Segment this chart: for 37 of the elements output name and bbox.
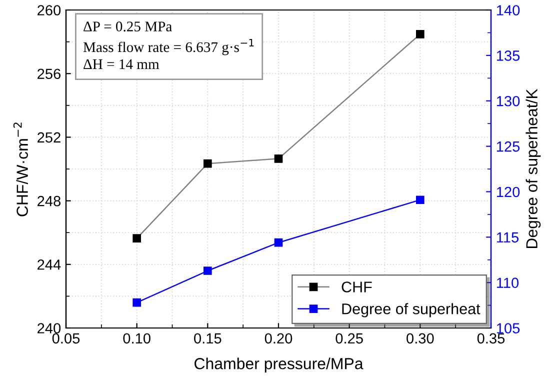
annotation: Mass flow rate = 6.637 g·s$^{−1}$ [83,38,254,56]
y2-tick-label: 120 [496,186,520,198]
point [416,30,424,38]
y-axis-title: CHF/W·cm$^{−2}$ [13,122,28,216]
annotation: ΔH = 14 mm [84,59,160,69]
x-axis-title: Chamber pressure/MPa [194,358,364,372]
y2-tick-label: 130 [496,96,520,106]
legend-label: CHF [342,282,372,292]
y-tick-label: 244 [38,260,61,270]
y2-tick-label: 125 [496,141,520,152]
y2-tick-label: 110 [496,278,519,288]
x-tick-label: 0.10 [123,333,150,344]
y-tick-label: 256 [38,68,60,80]
x-tick-label: 0.15 [194,333,222,344]
x-tick-label: 0.05 [52,333,80,344]
y2-tick-label: 105 [496,323,520,334]
x-tick-label: 0.30 [406,333,434,344]
point [274,238,283,247]
y2-axis-title: Degree of superheat/K [526,88,541,248]
y-tick-label: 260 [38,5,61,16]
y2-tick-label: 140 [496,5,520,16]
point [274,154,283,163]
x-tick-label: 0.35 [477,333,505,344]
y2-tick-label: 135 [496,50,520,61]
point [204,266,212,275]
legend-label: Degree of superheat [342,303,480,318]
point [132,298,141,307]
y-tick-label: 252 [38,132,60,143]
y2-tick-label: 115 [496,232,519,243]
point [416,196,424,204]
y-tick-label: 248 [38,196,61,206]
x-tick-label: 0.20 [264,333,292,344]
point [132,234,141,242]
point [204,159,212,168]
y-tick-label: 240 [38,323,61,334]
x-tick-label: 0.25 [336,333,363,344]
annotation: ΔP = 0.25 MPa [84,22,172,32]
